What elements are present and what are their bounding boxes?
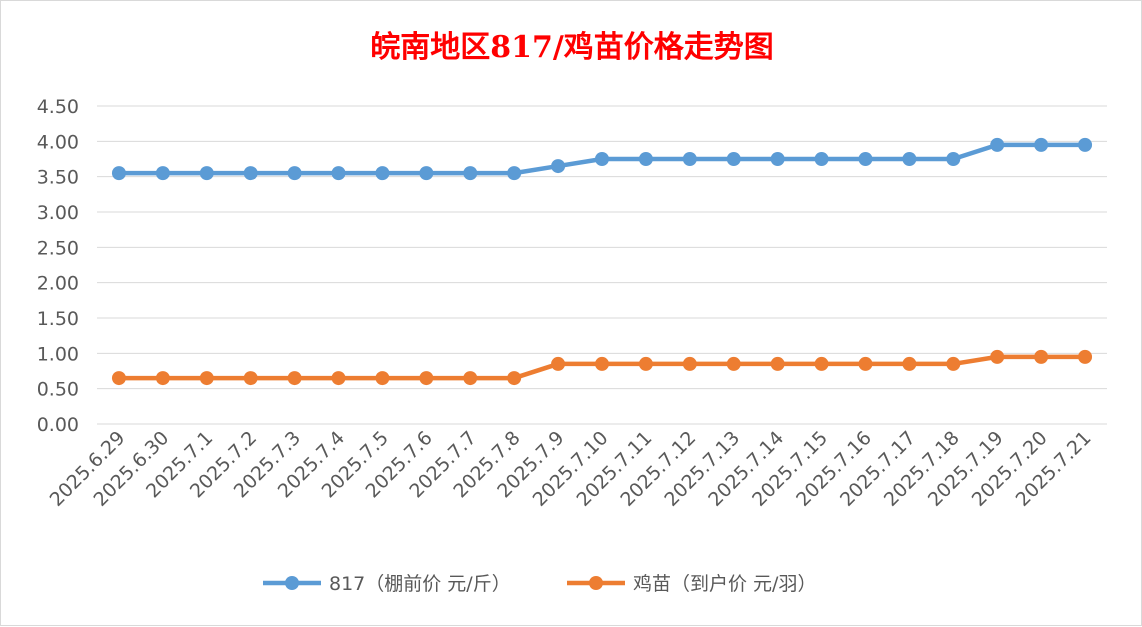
chart-title: 皖南地区817/鸡苗价格走势图: [370, 30, 774, 65]
legend-item-1: 817（棚前价 元/斤）: [263, 573, 511, 595]
data-point: [682, 152, 697, 166]
data-point: [243, 371, 258, 386]
y-tick-label: 1.00: [37, 343, 79, 365]
series-1: [111, 137, 1093, 181]
data-point: [331, 371, 346, 386]
data-point: [814, 356, 829, 371]
legend-item-2: 鸡苗（到户价 元/羽）: [567, 573, 816, 595]
legend-label: 817（棚前价 元/斤）: [329, 573, 511, 595]
data-point: [551, 159, 566, 174]
series-lines: [111, 137, 1093, 386]
data-point: [595, 152, 609, 166]
legend-marker: [285, 576, 299, 590]
y-axis-ticks: 0.00 0.50 1.00 1.50 2.00 2.50 3.00 3.50 4.00 4.50: [37, 96, 79, 436]
data-point: [419, 371, 434, 386]
data-point: [726, 356, 741, 371]
data-point: [243, 166, 258, 181]
gridlines: [97, 105, 1107, 425]
data-point: [155, 371, 170, 386]
data-point: [990, 349, 1005, 364]
data-point: [858, 356, 873, 371]
data-point: [946, 356, 961, 371]
y-tick-label: 3.00: [37, 202, 79, 224]
data-point: [638, 356, 653, 371]
data-point: [507, 371, 522, 386]
data-point: [375, 371, 390, 386]
y-tick-label: 1.50: [37, 308, 79, 330]
y-tick-label: 0.50: [37, 379, 79, 401]
data-point: [419, 166, 434, 181]
y-tick-label: 2.50: [37, 237, 79, 259]
y-tick-label: 2.00: [37, 273, 79, 295]
data-point: [814, 152, 829, 166]
data-point: [726, 152, 741, 166]
data-point: [946, 152, 961, 166]
data-point: [858, 152, 873, 166]
data-point: [375, 166, 390, 181]
data-point: [507, 166, 522, 181]
data-point: [990, 137, 1005, 152]
data-point: [1078, 349, 1093, 364]
data-point: [111, 371, 126, 386]
data-point: [111, 166, 126, 181]
legend: 817（棚前价 元/斤） 鸡苗（到户价 元/羽）: [263, 573, 816, 595]
x-axis-ticks: 2025.6.292025.6.302025.7.12025.7.22025.7…: [46, 427, 1096, 511]
data-point: [463, 371, 478, 386]
y-tick-label: 4.00: [37, 131, 79, 153]
data-point: [1034, 349, 1049, 364]
y-tick-label: 3.50: [37, 167, 79, 189]
series-2: [111, 349, 1093, 386]
y-tick-label: 0.00: [37, 414, 79, 436]
y-tick-label: 4.50: [37, 96, 79, 118]
data-point: [595, 356, 609, 371]
data-point: [902, 356, 917, 371]
data-point: [155, 166, 170, 181]
data-point: [638, 152, 653, 166]
data-point: [770, 356, 785, 371]
data-point: [902, 152, 917, 166]
data-point: [463, 166, 478, 181]
data-point: [331, 166, 346, 181]
data-point: [199, 371, 214, 386]
data-point: [287, 371, 302, 386]
data-point: [770, 152, 785, 166]
data-point: [1078, 137, 1093, 152]
legend-marker: [589, 576, 603, 590]
data-point: [287, 166, 302, 181]
data-point: [1034, 137, 1049, 152]
data-point: [682, 356, 697, 371]
data-point: [199, 166, 214, 181]
data-point: [551, 356, 566, 371]
legend-label: 鸡苗（到户价 元/羽）: [633, 573, 816, 595]
